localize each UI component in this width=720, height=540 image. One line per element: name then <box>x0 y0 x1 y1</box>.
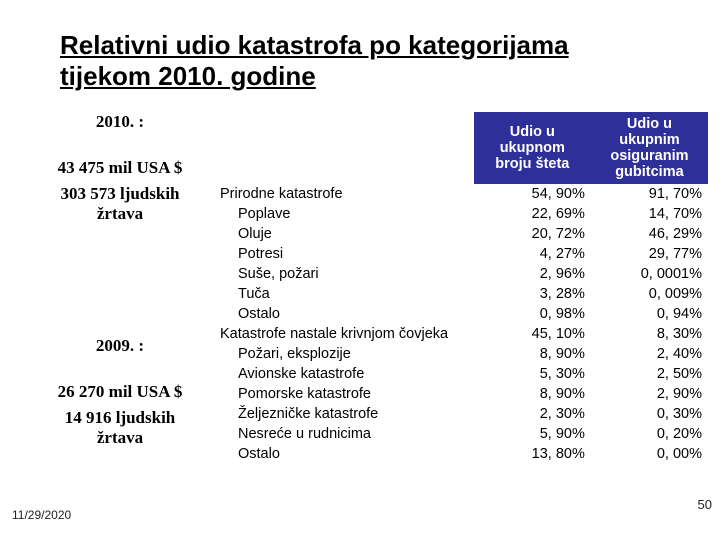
row-value-1: 54, 90% <box>474 184 591 204</box>
row-value-2: 14, 70% <box>591 204 708 224</box>
table-row: Tuča3, 28%0, 009% <box>220 284 708 304</box>
row-label: Poplave <box>220 204 474 224</box>
year-2009-block: 2009. : <box>96 336 144 356</box>
row-label: Ostalo <box>220 444 474 464</box>
row-value-1: 2, 30% <box>474 404 591 424</box>
row-label: Prirodne katastrofe <box>220 184 474 204</box>
year-2010-label: 2010. : <box>96 112 144 132</box>
year-2009-victims-line2: žrtava <box>65 428 176 448</box>
row-value-1: 2, 96% <box>474 264 591 284</box>
row-value-1: 5, 30% <box>474 364 591 384</box>
row-value-1: 0, 98% <box>474 304 591 324</box>
row-value-2: 2, 90% <box>591 384 708 404</box>
row-label: Tuča <box>220 284 474 304</box>
row-value-1: 13, 80% <box>474 444 591 464</box>
row-value-2: 0, 009% <box>591 284 708 304</box>
footer-date: 11/29/2020 <box>12 508 71 522</box>
table-row: Potresi4, 27%29, 77% <box>220 244 708 264</box>
row-value-1: 8, 90% <box>474 344 591 364</box>
catastrophe-table: Udio u ukupnom broju šteta Udio u ukupni… <box>220 112 708 464</box>
row-value-2: 2, 40% <box>591 344 708 364</box>
row-label: Oluje <box>220 224 474 244</box>
row-value-1: 20, 72% <box>474 224 591 244</box>
table-row: Željezničke katastrofe2, 30%0, 30% <box>220 404 708 424</box>
row-value-2: 8, 30% <box>591 324 708 344</box>
table-row: Suše, požari2, 96%0, 0001% <box>220 264 708 284</box>
row-value-2: 0, 0001% <box>591 264 708 284</box>
row-value-1: 45, 10% <box>474 324 591 344</box>
table-row: Pomorske katastrofe8, 90%2, 90% <box>220 384 708 404</box>
slide: Relativni udio katastrofa po kategorijam… <box>0 0 720 540</box>
content-area: 2010. : 43 475 mil USA $ 303 573 ljudski… <box>0 102 720 464</box>
table-header: Udio u ukupnom broju šteta Udio u ukupni… <box>220 112 708 184</box>
row-label: Požari, eksplozije <box>220 344 474 364</box>
row-value-2: 0, 94% <box>591 304 708 324</box>
left-summary-column: 2010. : 43 475 mil USA $ 303 573 ljudski… <box>20 112 220 464</box>
table-row: Avionske katastrofe5, 30%2, 50% <box>220 364 708 384</box>
table-header-col2: Udio u ukupnim osiguranim gubitcima <box>591 112 708 184</box>
row-value-2: 2, 50% <box>591 364 708 384</box>
row-label: Katastrofe nastale krivnjom čovjeka <box>220 324 474 344</box>
footer-page-number: 50 <box>698 497 712 512</box>
table-row: Oluje20, 72%46, 29% <box>220 224 708 244</box>
table-wrap: Udio u ukupnom broju šteta Udio u ukupni… <box>220 112 708 464</box>
row-value-2: 0, 20% <box>591 424 708 444</box>
table-row: Ostalo0, 98%0, 94% <box>220 304 708 324</box>
row-value-1: 8, 90% <box>474 384 591 404</box>
row-value-2: 46, 29% <box>591 224 708 244</box>
table-header-col1: Udio u ukupnom broju šteta <box>474 112 591 184</box>
table-row: Ostalo13, 80%0, 00% <box>220 444 708 464</box>
table-header-row: Udio u ukupnom broju šteta Udio u ukupni… <box>220 112 708 184</box>
year-2010-block: 2010. : <box>96 112 144 132</box>
row-value-2: 0, 30% <box>591 404 708 424</box>
row-label: Željezničke katastrofe <box>220 404 474 424</box>
row-label: Avionske katastrofe <box>220 364 474 384</box>
row-value-2: 29, 77% <box>591 244 708 264</box>
slide-title: Relativni udio katastrofa po kategorijam… <box>0 20 720 102</box>
year-2009-label: 2009. : <box>96 336 144 356</box>
row-label: Nesreće u rudnicima <box>220 424 474 444</box>
row-value-2: 0, 00% <box>591 444 708 464</box>
table-header-empty <box>220 112 474 184</box>
table-row: Katastrofe nastale krivnjom čovjeka45, 1… <box>220 324 708 344</box>
year-2009-victims: 14 916 ljudskih žrtava <box>65 408 176 448</box>
row-label: Pomorske katastrofe <box>220 384 474 404</box>
row-value-2: 91, 70% <box>591 184 708 204</box>
row-label: Potresi <box>220 244 474 264</box>
table-row: Požari, eksplozije8, 90%2, 40% <box>220 344 708 364</box>
year-2009-victims-line1: 14 916 ljudskih <box>65 408 176 428</box>
year-2010-victims-line1: 303 573 ljudskih <box>60 184 179 204</box>
year-2010-victims-line2: žrtava <box>60 204 179 224</box>
row-value-1: 3, 28% <box>474 284 591 304</box>
year-2010-amount: 43 475 mil USA $ <box>58 158 183 178</box>
table-row: Prirodne katastrofe54, 90%91, 70% <box>220 184 708 204</box>
row-value-1: 22, 69% <box>474 204 591 224</box>
table-row: Poplave22, 69%14, 70% <box>220 204 708 224</box>
table-body: Prirodne katastrofe54, 90%91, 70%Poplave… <box>220 184 708 464</box>
row-value-1: 5, 90% <box>474 424 591 444</box>
table-row: Nesreće u rudnicima5, 90%0, 20% <box>220 424 708 444</box>
row-value-1: 4, 27% <box>474 244 591 264</box>
year-2010-victims: 303 573 ljudskih žrtava <box>60 184 179 224</box>
row-label: Suše, požari <box>220 264 474 284</box>
year-2009-amount: 26 270 mil USA $ <box>58 382 183 402</box>
row-label: Ostalo <box>220 304 474 324</box>
